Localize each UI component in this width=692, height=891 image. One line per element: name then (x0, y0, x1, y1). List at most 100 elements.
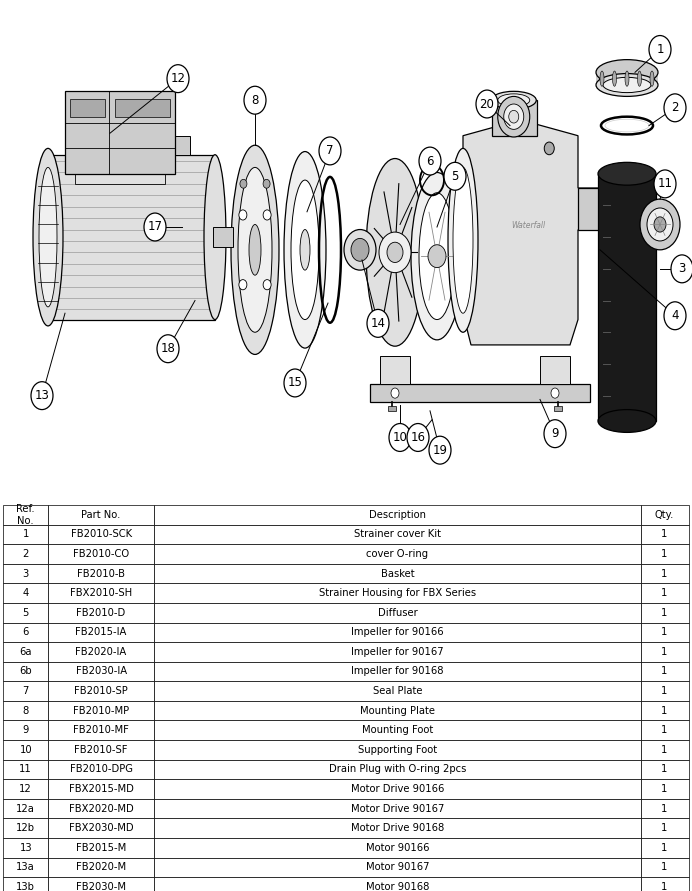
Circle shape (351, 239, 369, 261)
Ellipse shape (448, 149, 478, 332)
Ellipse shape (33, 149, 63, 326)
Circle shape (284, 369, 306, 396)
Bar (213, 227, 233, 248)
Text: 5: 5 (451, 170, 459, 183)
Circle shape (654, 170, 676, 198)
Circle shape (498, 96, 530, 137)
Text: 10: 10 (392, 431, 408, 444)
Ellipse shape (600, 71, 604, 86)
Bar (596, 69, 658, 85)
Bar (578, 188, 606, 230)
Text: 2: 2 (671, 102, 679, 114)
Circle shape (239, 280, 247, 290)
Circle shape (367, 309, 389, 338)
Circle shape (476, 90, 498, 118)
Circle shape (144, 213, 166, 241)
Circle shape (444, 162, 466, 190)
Ellipse shape (291, 180, 319, 320)
Circle shape (647, 208, 673, 241)
Text: 6: 6 (426, 154, 434, 168)
Circle shape (391, 388, 399, 398)
Ellipse shape (598, 410, 656, 432)
Bar (598, 174, 656, 421)
Circle shape (263, 210, 271, 220)
Ellipse shape (612, 71, 617, 86)
Circle shape (157, 335, 179, 363)
Bar (70, 135, 110, 155)
Text: 14: 14 (370, 317, 385, 330)
Text: 19: 19 (432, 444, 448, 457)
Circle shape (654, 217, 666, 232)
Text: 4: 4 (671, 309, 679, 323)
Polygon shape (463, 123, 603, 345)
Bar (65, 91, 175, 174)
Circle shape (407, 423, 429, 452)
Ellipse shape (603, 78, 651, 93)
Bar (540, 356, 570, 384)
Circle shape (239, 210, 247, 220)
Circle shape (664, 94, 686, 122)
Ellipse shape (650, 71, 654, 86)
Text: 17: 17 (147, 220, 163, 233)
Text: 7: 7 (326, 144, 334, 158)
Bar (388, 405, 396, 411)
Text: 11: 11 (657, 177, 673, 191)
Text: 15: 15 (288, 377, 302, 389)
Circle shape (244, 86, 266, 114)
Text: 12: 12 (170, 72, 185, 86)
Circle shape (263, 179, 270, 188)
Text: 16: 16 (410, 431, 426, 444)
Bar (150, 135, 190, 155)
Text: 9: 9 (552, 427, 558, 440)
Text: 3: 3 (678, 262, 686, 275)
Circle shape (387, 242, 403, 263)
Bar (492, 100, 537, 135)
Ellipse shape (411, 173, 463, 339)
Bar (380, 356, 410, 384)
Ellipse shape (491, 91, 536, 109)
Circle shape (389, 423, 411, 452)
Circle shape (551, 388, 559, 398)
Ellipse shape (596, 60, 658, 85)
Circle shape (379, 232, 411, 273)
Circle shape (509, 110, 519, 123)
Circle shape (664, 302, 686, 330)
Ellipse shape (637, 71, 641, 86)
Circle shape (319, 137, 341, 165)
Ellipse shape (598, 162, 656, 185)
Circle shape (544, 142, 554, 155)
Circle shape (429, 437, 451, 464)
Ellipse shape (300, 230, 310, 270)
Bar (554, 405, 562, 411)
Circle shape (544, 420, 566, 447)
Circle shape (640, 199, 680, 249)
Ellipse shape (596, 74, 658, 96)
Circle shape (671, 255, 692, 282)
Bar (75, 171, 165, 184)
Bar (370, 384, 590, 402)
Circle shape (344, 230, 376, 270)
Bar (50, 155, 215, 320)
Ellipse shape (204, 155, 226, 320)
Circle shape (428, 245, 446, 267)
Circle shape (31, 381, 53, 410)
Ellipse shape (39, 168, 57, 307)
Ellipse shape (419, 192, 455, 320)
Circle shape (649, 36, 671, 63)
Bar (115, 99, 170, 117)
Ellipse shape (231, 145, 279, 355)
Ellipse shape (366, 159, 424, 347)
Bar (70, 99, 105, 117)
Circle shape (240, 179, 247, 188)
Ellipse shape (39, 155, 61, 320)
Ellipse shape (498, 94, 530, 107)
Ellipse shape (453, 168, 473, 314)
Text: 8: 8 (251, 94, 259, 107)
Text: 1: 1 (656, 43, 664, 56)
Circle shape (263, 280, 271, 290)
Text: 13: 13 (35, 389, 49, 402)
Circle shape (504, 104, 524, 129)
Circle shape (419, 147, 441, 175)
Text: 18: 18 (161, 342, 176, 356)
Circle shape (167, 65, 189, 93)
